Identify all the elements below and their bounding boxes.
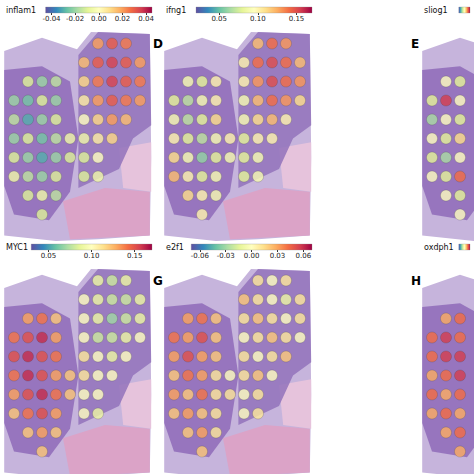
svg-text:-0.03: -0.03 <box>217 252 235 260</box>
svg-text:0.05: 0.05 <box>41 252 57 260</box>
svg-text:0.15: 0.15 <box>127 252 143 260</box>
svg-text:0.10: 0.10 <box>250 15 266 23</box>
svg-text:0.00: 0.00 <box>91 15 107 23</box>
svg-text:sliog1: sliog1 <box>424 6 448 15</box>
svg-text:H: H <box>411 274 421 288</box>
svg-text:0.05: 0.05 <box>211 15 227 23</box>
svg-text:MYC1: MYC1 <box>6 243 28 252</box>
svg-text:0.04: 0.04 <box>138 15 154 23</box>
svg-text:-0.04: -0.04 <box>42 15 61 23</box>
svg-text:inflam1: inflam1 <box>6 6 36 15</box>
svg-text:D: D <box>153 37 163 51</box>
svg-text:-0.06: -0.06 <box>191 252 210 260</box>
svg-text:0.00: 0.00 <box>244 252 260 260</box>
svg-text:0.03: 0.03 <box>270 252 286 260</box>
svg-text:E: E <box>411 37 419 51</box>
svg-text:0.02: 0.02 <box>115 15 131 23</box>
svg-text:-0.02: -0.02 <box>66 15 84 23</box>
svg-text:0.10: 0.10 <box>84 252 100 260</box>
svg-text:e2f1: e2f1 <box>166 243 184 252</box>
svg-text:ifng1: ifng1 <box>166 6 186 15</box>
svg-text:G: G <box>153 274 163 288</box>
svg-text:oxdph1: oxdph1 <box>424 243 454 252</box>
svg-text:0.06: 0.06 <box>296 252 312 260</box>
svg-text:0.15: 0.15 <box>289 15 305 23</box>
